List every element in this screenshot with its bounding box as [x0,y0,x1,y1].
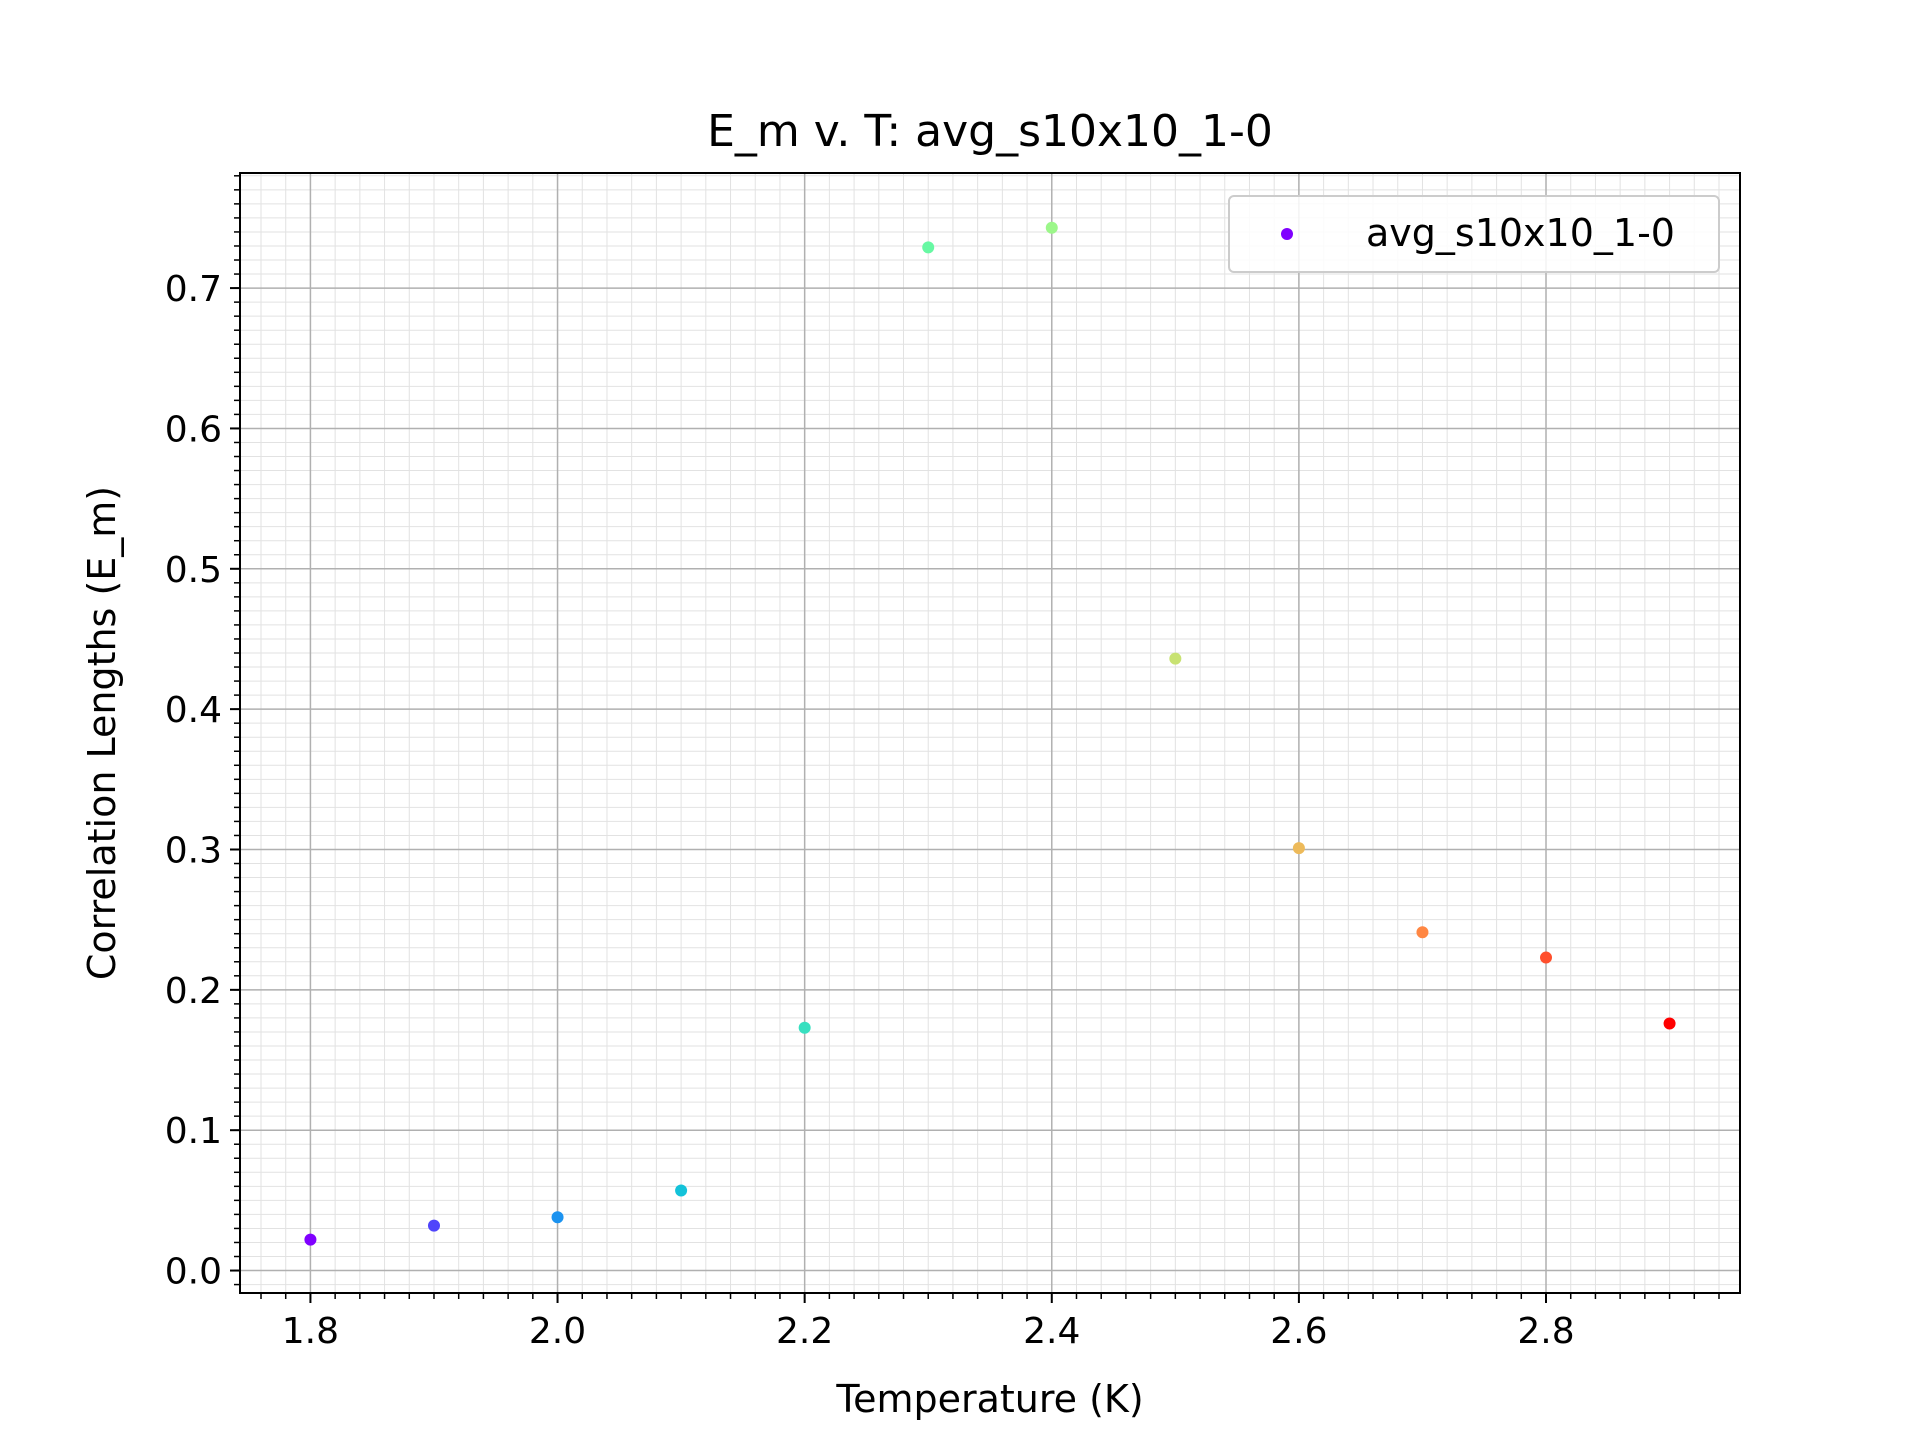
data-point [427,1219,440,1232]
data-point [1169,652,1182,665]
legend: avg_s10x10_1-0 [1228,195,1720,273]
data-point [798,1021,811,1034]
y-tick-label: 0.3 [165,830,222,871]
data-point [304,1233,317,1246]
x-tick-label: 1.8 [282,1311,339,1352]
data-point [675,1184,688,1197]
data-point [1663,1017,1676,1030]
data-point [1540,951,1553,964]
x-tick-label: 2.0 [529,1311,586,1352]
legend-label: avg_s10x10_1-0 [1366,211,1675,255]
data-point [1045,221,1058,234]
y-tick-label: 0.6 [165,409,222,450]
y-tick-label: 0.1 [165,1111,222,1152]
y-tick-label: 0.2 [165,971,222,1012]
legend-marker [1281,228,1293,240]
plot-area [240,173,1740,1293]
x-tick-label: 2.4 [1023,1311,1080,1352]
x-axis-ticks: 1.8 2.0 2.2 2.4 2.6 2.8 [260,1293,1720,1352]
data-point [922,241,935,254]
y-tick-label: 0.5 [165,550,222,591]
plot-frame [239,172,1741,1294]
data-point [1416,926,1429,939]
y-axis-ticks: 0.0 0.1 0.2 0.3 0.4 0.5 0.6 0.7 [165,175,240,1293]
y-axis-label: Correlation Lengths (E_m) [80,486,124,980]
data-point [1292,842,1305,855]
y-tick-label: 0.4 [165,690,222,731]
x-tick-label: 2.2 [776,1311,833,1352]
legend-box [1228,195,1720,273]
x-axis-label: Temperature (K) [835,1377,1143,1421]
chart-title: E_m v. T: avg_s10x10_1-0 [707,106,1273,157]
data-point [551,1211,564,1224]
y-tick-label: 0.7 [165,269,222,310]
y-tick-label: 0.0 [165,1252,222,1293]
major-grid [240,173,1740,1293]
x-tick-label: 2.8 [1517,1311,1574,1352]
data-points [304,221,1676,1246]
x-tick-label: 2.6 [1270,1311,1327,1352]
